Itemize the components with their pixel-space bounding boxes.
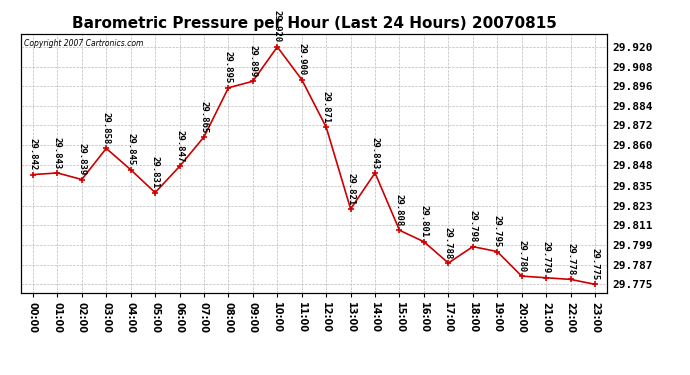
Text: 29.899: 29.899 bbox=[248, 45, 257, 77]
Text: 29.843: 29.843 bbox=[53, 136, 62, 169]
Text: 29.842: 29.842 bbox=[28, 138, 37, 170]
Text: 29.801: 29.801 bbox=[420, 206, 428, 238]
Text: 29.795: 29.795 bbox=[493, 215, 502, 248]
Text: 29.775: 29.775 bbox=[591, 248, 600, 280]
Text: 29.900: 29.900 bbox=[297, 43, 306, 75]
Text: 29.779: 29.779 bbox=[542, 242, 551, 274]
Text: 29.871: 29.871 bbox=[322, 91, 331, 123]
Text: 29.920: 29.920 bbox=[273, 10, 282, 43]
Text: 29.843: 29.843 bbox=[371, 136, 380, 169]
Text: 29.845: 29.845 bbox=[126, 133, 135, 165]
Text: 29.858: 29.858 bbox=[101, 112, 110, 144]
Text: 29.895: 29.895 bbox=[224, 51, 233, 84]
Title: Barometric Pressure per Hour (Last 24 Hours) 20070815: Barometric Pressure per Hour (Last 24 Ho… bbox=[72, 16, 556, 31]
Text: 29.839: 29.839 bbox=[77, 143, 86, 176]
Text: 29.831: 29.831 bbox=[150, 156, 159, 188]
Text: 29.865: 29.865 bbox=[199, 100, 208, 133]
Text: 29.821: 29.821 bbox=[346, 172, 355, 205]
Text: 29.847: 29.847 bbox=[175, 130, 184, 162]
Text: 29.798: 29.798 bbox=[469, 210, 477, 243]
Text: 29.788: 29.788 bbox=[444, 226, 453, 259]
Text: Copyright 2007 Cartronics.com: Copyright 2007 Cartronics.com bbox=[23, 39, 143, 48]
Text: 29.780: 29.780 bbox=[518, 240, 526, 272]
Text: 29.808: 29.808 bbox=[395, 194, 404, 226]
Text: 29.778: 29.778 bbox=[566, 243, 575, 275]
